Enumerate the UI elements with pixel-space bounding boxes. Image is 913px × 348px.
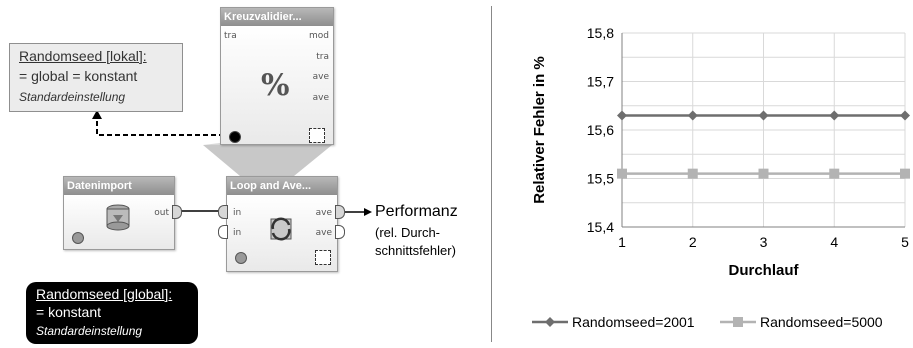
- data-point: [900, 110, 910, 121]
- data-point: [829, 168, 840, 179]
- y-tick-label: 15,7: [587, 74, 614, 90]
- legend-label: Randomseed=5000: [760, 314, 883, 330]
- data-point: [758, 168, 769, 179]
- percent-icon: %: [261, 68, 290, 103]
- data-point: [687, 168, 698, 179]
- output-port[interactable]: [335, 225, 345, 239]
- port-out-label: ave: [315, 228, 332, 238]
- subprocess-icon[interactable]: [315, 250, 331, 265]
- local-seed-note: Randomseed [lokal]: = global = konstant …: [9, 43, 183, 112]
- x-axis-title: Durchlauf: [728, 262, 799, 279]
- port-out-label: tra: [316, 52, 329, 62]
- local-seed-default: Standardeinstellung: [19, 90, 126, 104]
- y-tick-label: 15,6: [587, 122, 614, 138]
- output-port[interactable]: [335, 205, 345, 219]
- data-point: [758, 110, 769, 121]
- subprocess-icon[interactable]: [309, 128, 325, 143]
- status-indicator-icon: [235, 252, 247, 264]
- input-port[interactable]: [218, 205, 228, 219]
- data-point: [617, 110, 627, 121]
- database-icon: [104, 203, 132, 238]
- x-tick-label: 3: [760, 234, 768, 250]
- data-point: [617, 168, 627, 179]
- port-in-label: in: [233, 228, 242, 238]
- port-in-label: tra: [224, 31, 237, 41]
- legend-marker: [733, 317, 743, 327]
- divider: [491, 6, 492, 342]
- y-axis-title: Relativer Fehler in %: [531, 56, 548, 204]
- data-point: [829, 110, 840, 121]
- data-point: [687, 110, 698, 121]
- port-in-label: in: [233, 208, 242, 218]
- port-out-label: ave: [312, 72, 329, 82]
- x-tick-label: 4: [830, 234, 838, 250]
- global-seed-note: Randomseed [global]: = konstant Standard…: [26, 282, 198, 344]
- performance-title: Performanz: [375, 203, 458, 220]
- line-chart: 15,4 15,5 15,6 15,7 15,8 1 2 3 4 5 Durchlauf Relati…: [531, 25, 910, 330]
- local-seed-value: = global = konstant: [19, 68, 138, 84]
- output-port[interactable]: [172, 205, 182, 219]
- operator-title: Datenimport: [64, 177, 174, 195]
- status-indicator-icon: [229, 131, 241, 143]
- y-tick-label: 15,5: [587, 171, 614, 187]
- data-point: [900, 168, 910, 179]
- loop-icon: [265, 213, 297, 250]
- operator-loop-and-average[interactable]: Loop and Ave... in in ave ave: [226, 176, 338, 272]
- y-tick-label: 15,8: [587, 25, 614, 41]
- global-seed-title: Randomseed [global]:: [36, 286, 173, 302]
- port-out-label: ave: [315, 208, 332, 218]
- local-seed-title: Randomseed [lokal]:: [19, 48, 147, 64]
- operator-datenimport[interactable]: Datenimport out: [63, 176, 175, 250]
- port-out-label: out: [154, 208, 169, 218]
- legend-marker: [545, 317, 555, 327]
- operator-title: Loop and Ave...: [227, 177, 337, 195]
- input-port[interactable]: [218, 225, 228, 239]
- port-out-label: ave: [312, 93, 329, 103]
- status-indicator-icon: [72, 232, 84, 244]
- global-seed-default: Standardeinstellung: [36, 324, 143, 338]
- y-tick-label: 15,4: [587, 219, 614, 235]
- performance-sub2: schnittsfehler): [375, 243, 456, 258]
- operator-kreuzvalidierung[interactable]: Kreuzvalidier... tra mod tra ave ave %: [220, 7, 334, 145]
- x-tick-label: 5: [901, 234, 909, 250]
- x-tick-label: 1: [618, 234, 626, 250]
- operator-title: Kreuzvalidier...: [221, 8, 333, 26]
- x-tick-label: 2: [689, 234, 697, 250]
- port-out-label: mod: [309, 31, 329, 41]
- global-seed-value: = konstant: [36, 304, 101, 320]
- performance-sub1: (rel. Durch-: [375, 225, 441, 240]
- legend-label: Randomseed=2001: [572, 314, 695, 330]
